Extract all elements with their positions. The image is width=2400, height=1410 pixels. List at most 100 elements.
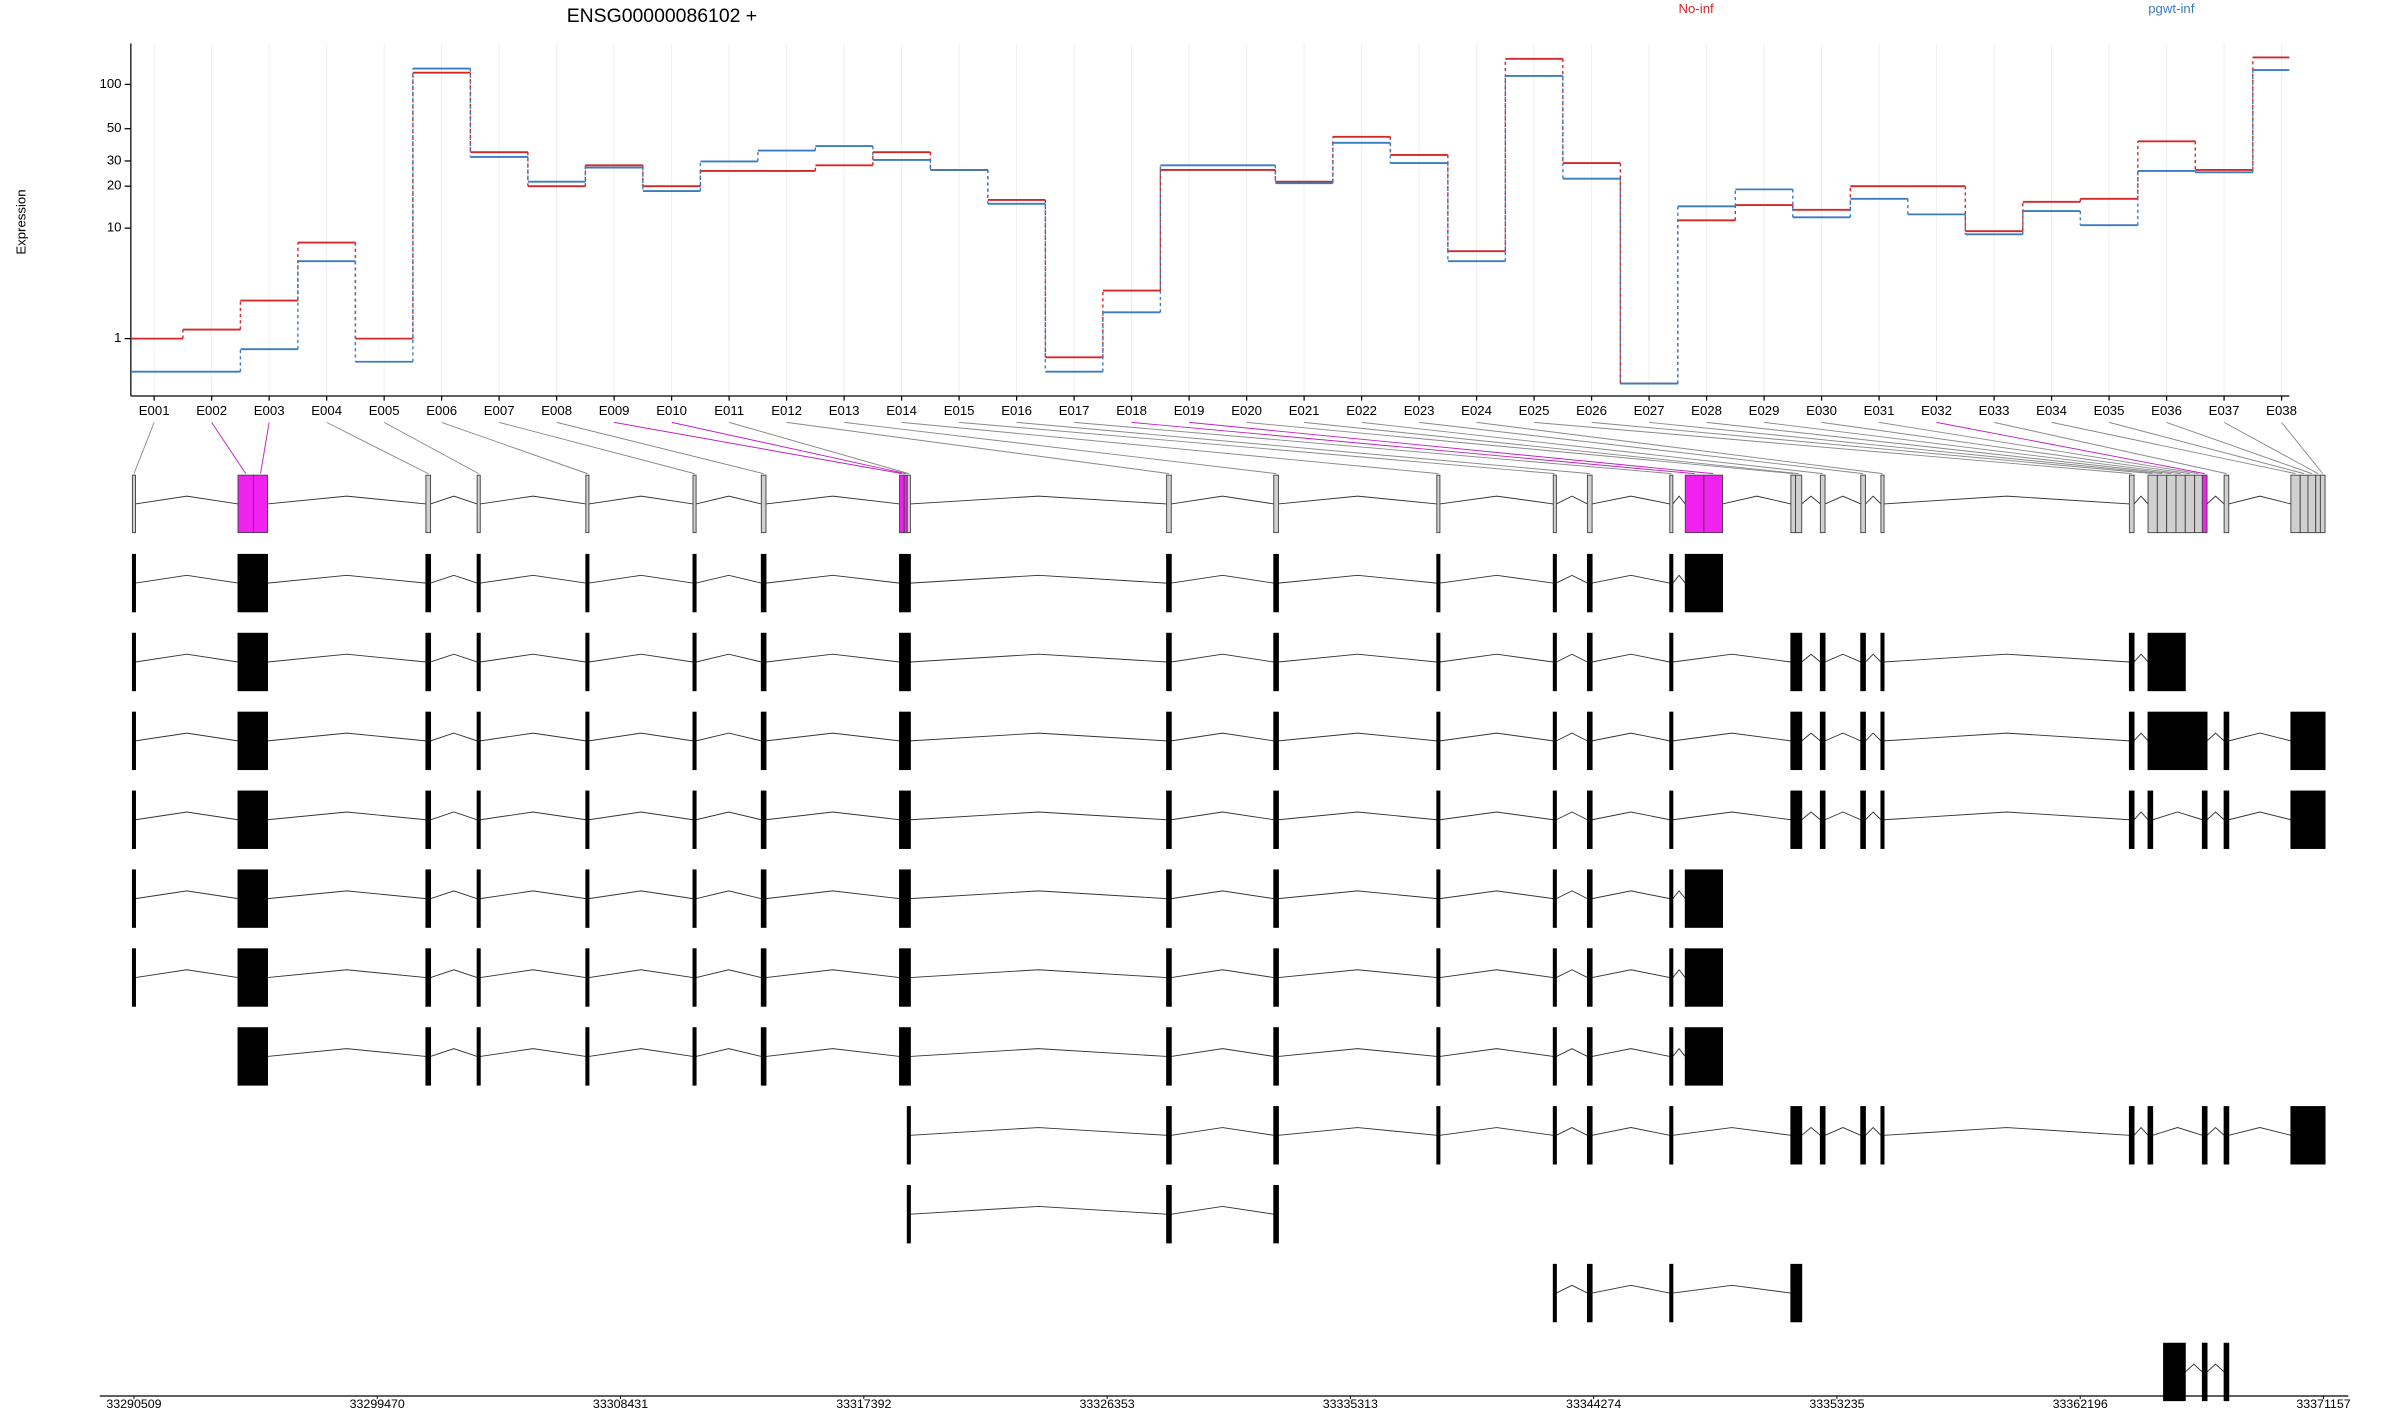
intron [1171,732,1274,742]
intron [1556,1048,1588,1057]
intron [1556,732,1588,742]
exon [476,869,481,928]
x-tick-label: E031 [1864,403,1895,418]
exon [2194,474,2203,534]
exon-connector [1706,421,2172,475]
exon-connector [728,421,909,475]
exon-connector [1304,421,1799,475]
intron [2152,811,2203,821]
exon [692,948,697,1007]
x-tick-label: E033 [1979,403,2010,418]
x-tick-label: E023 [1404,403,1435,418]
exon [1586,1263,1593,1323]
exon-connector [1016,421,1590,475]
x-tick-label: E013 [829,403,860,418]
exon [2319,474,2326,534]
exon [2290,790,2326,849]
exon [1669,869,1674,928]
exon [692,1027,697,1086]
intron [765,574,900,584]
exon [2128,474,2135,534]
exon-connector [2051,421,2296,475]
exon [1436,632,1441,692]
intron [2133,1126,2149,1136]
exon [476,474,481,534]
intron [267,495,426,505]
intron [1278,890,1437,900]
x-tick-label: E025 [1519,403,1550,418]
intron [430,811,478,821]
exon [1790,632,1803,692]
intron [2206,811,2225,821]
intron [1171,811,1274,821]
exon-connector [901,421,1439,475]
exon [1552,553,1557,613]
intron [1171,1127,1274,1136]
exon [899,553,911,613]
y-axis-label: Expression [14,189,29,254]
genomic-tick-label: 33353235 [1809,1397,1864,1410]
x-tick-label: E018 [1116,403,1147,418]
intron [430,495,478,505]
exon [2307,474,2317,534]
intron [588,1048,694,1057]
intron [2133,732,2149,742]
exon [2223,1342,2230,1402]
x-tick-label: E004 [311,403,342,418]
exon [1586,474,1593,534]
intron [2206,732,2225,742]
exon-connector [671,421,906,475]
intron [2206,1363,2225,1373]
exon [899,948,911,1007]
exon [476,553,481,613]
intron [1672,1047,1686,1057]
exon [2147,474,2158,534]
exon [1684,474,1705,534]
exon [1166,1027,1172,1086]
intron [430,1048,478,1057]
exon-connector [2281,422,2324,474]
intron [480,495,586,505]
intron [1672,1284,1791,1294]
exon [425,948,432,1007]
exon [131,553,136,613]
x-tick-label: E020 [1231,403,1262,418]
intron [1824,1127,1861,1136]
exon [425,790,432,849]
exon [237,948,268,1007]
intron [695,811,762,821]
intron [695,732,762,742]
exon [2223,474,2230,534]
intron [267,969,426,978]
intron [1556,653,1588,663]
intron [1278,969,1437,978]
x-tick-label: E003 [254,403,285,418]
genomic-tick-label: 33362196 [2053,1397,2108,1410]
intron [588,969,694,978]
intron [430,574,478,584]
exon [2147,1106,2154,1165]
intron [695,969,762,978]
exon [2299,474,2309,534]
intron [588,653,694,663]
exon-connector [1189,421,1714,475]
exon-connector [786,421,1170,475]
intron [2228,1127,2291,1136]
x-tick-label: E015 [944,403,975,418]
intron [1722,495,1791,505]
intron [1865,1126,1882,1136]
exon-connector [211,422,247,474]
exon [1586,869,1593,928]
x-tick-label: E030 [1806,403,1837,418]
intron [1171,890,1274,900]
intron [135,653,239,663]
intron [1278,653,1437,663]
x-tick-label: E016 [1001,403,1032,418]
exon [760,553,767,613]
intron [1171,1205,1274,1215]
exon [906,1106,911,1165]
intron [1672,890,1686,899]
exon [692,711,697,771]
x-tick-label: E029 [1749,403,1780,418]
